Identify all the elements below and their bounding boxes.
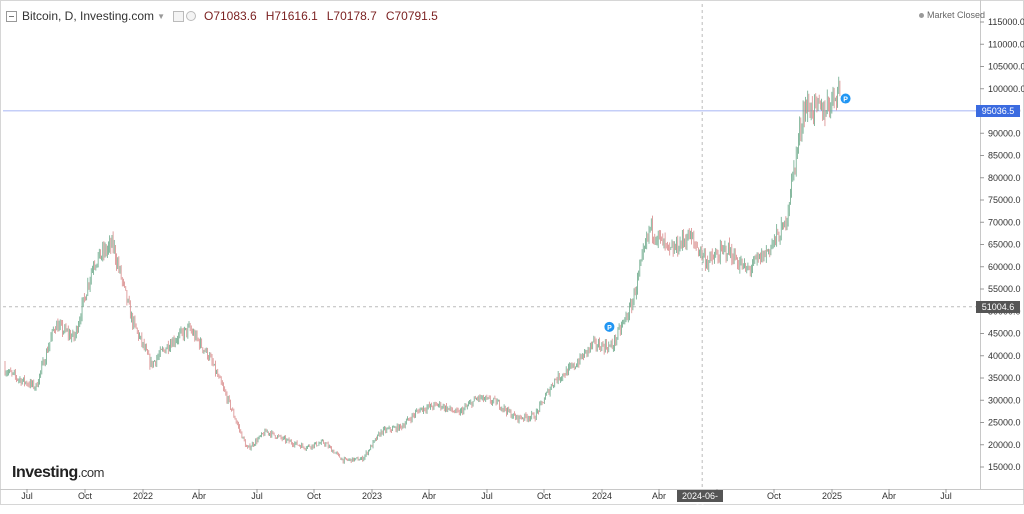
- y-tick-label: 105000.0: [988, 62, 1024, 72]
- candles: [4, 76, 841, 464]
- x-tick-label: 2025: [822, 491, 842, 501]
- y-tick-label: 40000.0: [988, 351, 1021, 361]
- x-tick-label: Oct: [767, 491, 782, 501]
- y-tick-label: 85000.0: [988, 151, 1021, 161]
- chevron-down-icon[interactable]: ▼: [157, 11, 165, 21]
- x-tick-label: Abr: [192, 491, 206, 501]
- x-tick-label: Oct: [78, 491, 93, 501]
- event-marker-label: P: [843, 97, 848, 104]
- event-marker[interactable]: [604, 321, 615, 332]
- market-status-text: Market Closed: [927, 10, 986, 20]
- x-tick-label: Abr: [882, 491, 896, 501]
- y-tick-label: 30000.0: [988, 395, 1021, 405]
- investing-logo: Investing.com: [12, 464, 104, 482]
- x-tick-label: Jul: [251, 491, 263, 501]
- y-tick-label: 45000.0: [988, 329, 1021, 339]
- x-tick-label: Abr: [422, 491, 436, 501]
- y-tick-label: 75000.0: [988, 195, 1021, 205]
- market-status: Market Closed: [919, 10, 985, 20]
- y-tick-label: 115000.0: [988, 17, 1024, 27]
- x-tick-label: Jul: [481, 491, 493, 501]
- y-tick-label: 65000.0: [988, 240, 1021, 250]
- y-tick-label: 35000.0: [988, 373, 1021, 383]
- collapse-icon[interactable]: [6, 10, 17, 22]
- ohlc-low: L70178.7: [326, 9, 377, 23]
- y-tick-label: 20000.0: [988, 440, 1021, 450]
- y-axis-ticks: 115000.0110000.0105000.0100000.095000.09…: [980, 17, 1024, 472]
- x-tick-label: 2022: [133, 491, 153, 501]
- event-marker-label: P: [607, 325, 612, 332]
- settings-icon[interactable]: [172, 10, 184, 22]
- ohlc-open: O71083.6: [203, 9, 257, 23]
- x-tick-label: Abr: [652, 491, 666, 501]
- event-marker[interactable]: [840, 93, 851, 104]
- x-tick-label: Oct: [537, 491, 552, 501]
- ohlc-high: H71616.1: [265, 9, 318, 23]
- y-tick-label: 55000.0: [988, 284, 1021, 294]
- x-tick-label: 2024: [592, 491, 612, 501]
- y-tick-label: 70000.0: [988, 217, 1021, 227]
- crosshair-date-tag: 2024-06-06: [677, 490, 723, 513]
- chart-title: Bitcoin, D, Investing.com: [22, 9, 155, 23]
- ohlc-close: C70791.5: [385, 9, 438, 23]
- y-tick-label: 15000.0: [988, 462, 1021, 472]
- logo-domain: .com: [77, 465, 105, 480]
- y-tick-label: 110000.0: [988, 39, 1024, 49]
- y-tick-label: 100000.0: [988, 84, 1024, 94]
- x-tick-label: Jul: [21, 491, 33, 501]
- current-price-tag: 95036.5: [976, 104, 1020, 117]
- compare-icon[interactable]: [185, 11, 196, 21]
- y-tick-label: 90000.0: [988, 128, 1021, 138]
- x-tick-label: Jul: [940, 491, 952, 501]
- y-tick-label: 80000.0: [988, 173, 1021, 183]
- x-tick-label: 2023: [362, 491, 382, 501]
- chart-header: Bitcoin, D, Investing.com ▼ O71083.6 H71…: [6, 9, 447, 23]
- logo-name: Investing: [12, 464, 78, 481]
- crosshair-price-tag: 51004.6: [976, 300, 1020, 313]
- x-tick-label: Oct: [307, 491, 322, 501]
- y-tick-label: 60000.0: [988, 262, 1021, 272]
- status-dot-icon: [919, 13, 924, 19]
- y-tick-label: 25000.0: [988, 418, 1021, 428]
- x-axis-ticks: Jul Oct 2022 Abr Jul Oct 2023 Abr Jul Oct 2024 Abr J…: [21, 489, 952, 501]
